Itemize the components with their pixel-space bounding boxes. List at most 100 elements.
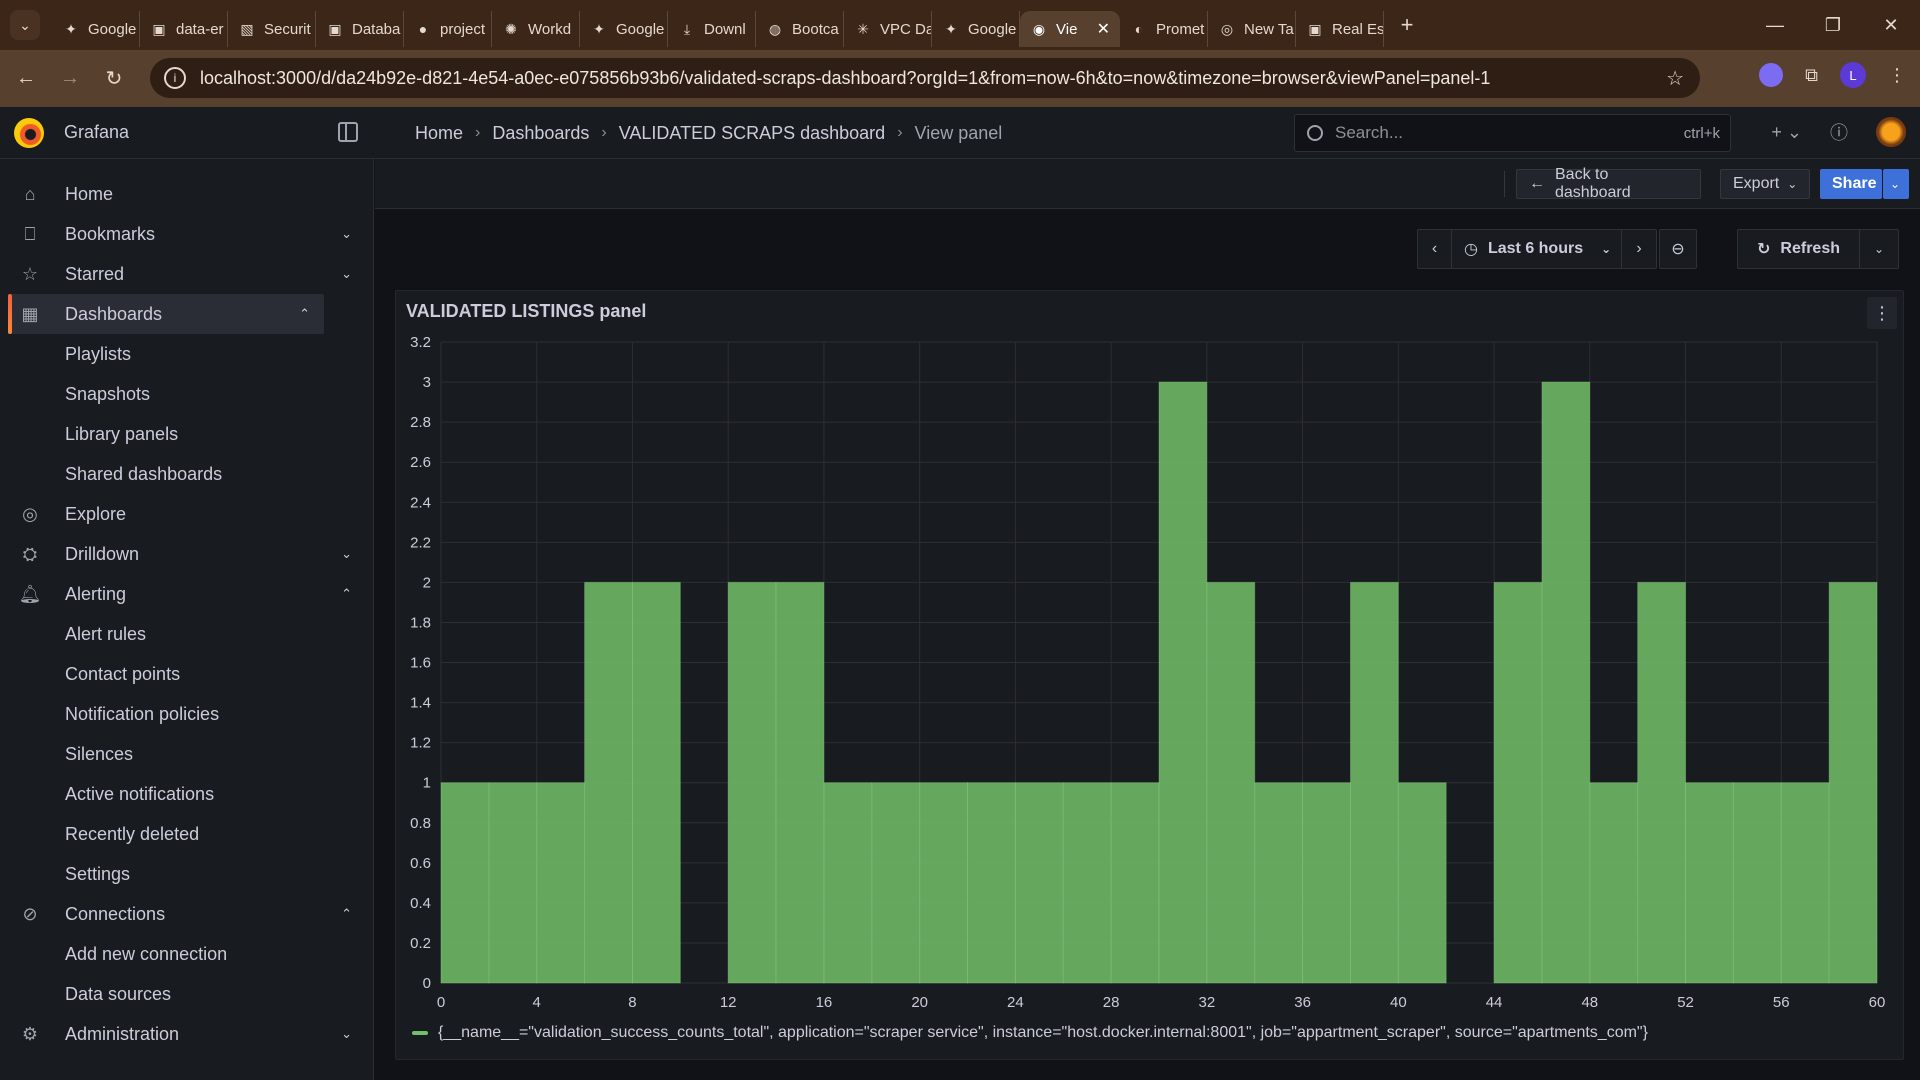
sidebar-item-playlists[interactable]: Playlists	[0, 334, 374, 374]
sidebar-item-alert-rules[interactable]: Alert rules	[0, 614, 374, 654]
browser-tab[interactable]: ◐ Promet	[1120, 11, 1208, 47]
close-window-icon[interactable]: ✕	[1883, 14, 1899, 35]
chevron-down-icon[interactable]: ⌄	[341, 1026, 352, 1041]
add-icon[interactable]: + ⌄	[1771, 121, 1802, 142]
bookmark-star-icon[interactable]: ☆	[1666, 68, 1684, 90]
reload-icon[interactable]: ↻	[105, 68, 123, 90]
restore-icon[interactable]: ❐	[1824, 14, 1842, 35]
y-tick-label: 0	[423, 975, 431, 992]
new-tab-button[interactable]: +	[1400, 12, 1414, 37]
histogram-bar	[727, 581, 777, 984]
sidebar-item-snapshots[interactable]: Snapshots	[0, 374, 374, 414]
back-to-dashboard-label: Back to dashboard	[1555, 166, 1631, 201]
kebab-menu-icon[interactable]: ⋮	[1888, 64, 1906, 85]
sidebar-item-explore[interactable]: ◎ Explore	[0, 494, 374, 534]
browser-tab[interactable]: ▣ Databa	[316, 11, 404, 47]
breadcrumb-home[interactable]: Home	[415, 122, 464, 143]
sidebar-item-label: Alert rules	[65, 623, 147, 644]
browser-tab-label: Google	[968, 20, 1017, 38]
sidebar-item-starred[interactable]: ☆ Starred ⌄	[0, 254, 374, 294]
breadcrumb-dashboards[interactable]: Dashboards	[492, 122, 590, 143]
x-tick-label: 40	[1390, 994, 1407, 1011]
zoom-out-button[interactable]: ⊖	[1659, 229, 1697, 269]
x-tick-label: 20	[911, 994, 928, 1011]
browser-tab[interactable]: ◍ Bootca	[756, 11, 844, 47]
time-range-button[interactable]: ◷ Last 6 hours ⌄	[1452, 230, 1622, 268]
chevron-down-icon[interactable]: ⌄	[341, 226, 352, 241]
refresh-button[interactable]: ↻ Refresh	[1738, 230, 1860, 268]
sidebar-item-data-sources[interactable]: Data sources	[0, 974, 374, 1014]
y-tick-label: 2.6	[410, 454, 431, 471]
sidebar-item-alerting[interactable]: 🔔︎ Alerting ⌃	[0, 574, 374, 614]
sidebar-item-contact-points[interactable]: Contact points	[0, 654, 374, 694]
browser-tab[interactable]: ▣ data-er	[140, 11, 228, 47]
search-input[interactable]: Search... ctrl+k	[1294, 114, 1731, 152]
time-back-button[interactable]: ‹	[1418, 230, 1452, 268]
sidebar-item-notification-policies[interactable]: Notification policies	[0, 694, 374, 734]
sidebar-item-add-new-connection[interactable]: Add new connection	[0, 934, 374, 974]
grafana-logo-icon[interactable]	[14, 117, 44, 148]
browser-tab[interactable]: ● project	[404, 11, 492, 47]
export-button[interactable]: Export ⌄	[1720, 169, 1810, 199]
sidebar-item-shared-dashboards[interactable]: Shared dashboards	[0, 454, 374, 494]
clock-icon: ◷	[1464, 241, 1478, 258]
tab-search-button[interactable]: ⌄	[10, 10, 40, 40]
sidebar-item-administration[interactable]: ⚙ Administration ⌄	[0, 1014, 374, 1054]
sidebar-item-active-notifications[interactable]: Active notifications	[0, 774, 374, 814]
browser-tab[interactable]: ▧ Securit	[228, 11, 316, 47]
x-tick-label: 52	[1677, 994, 1694, 1011]
browser-tab[interactable]: ◉ Vie ✕	[1020, 11, 1120, 47]
y-tick-label: 3.2	[410, 334, 431, 351]
time-forward-button[interactable]: ›	[1622, 230, 1656, 268]
sidebar-item-connections[interactable]: ⊘ Connections ⌃	[0, 894, 374, 934]
chevron-up-icon[interactable]: ⌃	[341, 906, 352, 921]
chevron-down-icon: ⌄	[1601, 242, 1612, 256]
browser-tab[interactable]: ▣ Real Es	[1296, 11, 1384, 47]
url-text[interactable]: localhost:3000/d/da24b92e-d821-4e54-a0ec…	[200, 67, 1491, 88]
browser-tab[interactable]: ✦ Google	[580, 11, 668, 47]
share-dropdown-button[interactable]: ⌄	[1883, 169, 1909, 199]
forward-arrow-icon[interactable]: →	[60, 67, 80, 89]
sidebar-item-recently-deleted[interactable]: Recently deleted	[0, 814, 374, 854]
chevron-up-icon[interactable]: ⌃	[341, 586, 352, 601]
address-bar[interactable]: i localhost:3000/d/da24b92e-d821-4e54-a0…	[150, 58, 1700, 98]
refresh-interval-button[interactable]: ⌄	[1860, 230, 1898, 268]
breadcrumb-dashboard[interactable]: VALIDATED SCRAPS dashboard	[618, 122, 886, 143]
sidebar-item-bookmarks[interactable]: ⎕ Bookmarks ⌄	[0, 214, 374, 254]
sidebar-item-library-panels[interactable]: Library panels	[0, 414, 374, 454]
back-arrow-icon[interactable]: ←	[16, 67, 36, 89]
panel-menu-icon[interactable]: ⋮	[1867, 297, 1897, 329]
browser-tab[interactable]: ✦ Google	[932, 11, 1020, 47]
sidebar-item-drilldown[interactable]: ⛭ Drilldown ⌄	[0, 534, 374, 574]
profile-avatar[interactable]: L	[1840, 62, 1866, 88]
histogram-bar	[1828, 581, 1878, 984]
sidebar-item-home[interactable]: ⌂ Home	[0, 174, 374, 214]
gear-icon: ⚙	[21, 1023, 39, 1044]
close-tab-icon[interactable]: ✕	[1096, 21, 1110, 38]
browser-tab[interactable]: ⤓ Downl	[668, 11, 756, 47]
browser-tab[interactable]: ◎ New Ta	[1208, 11, 1296, 47]
back-to-dashboard-button[interactable]: ← Back to dashboard	[1516, 166, 1701, 201]
share-button[interactable]: Share	[1820, 169, 1882, 199]
sidebar-item-dashboards[interactable]: ▦ Dashboards ⌃	[8, 294, 324, 334]
chevron-down-icon[interactable]: ⌄	[341, 266, 352, 281]
extension-icon[interactable]	[1759, 63, 1784, 87]
browser-tab[interactable]: ✦ Google	[52, 11, 140, 47]
chart-legend[interactable]: {__name__="validation_success_counts_tot…	[412, 1024, 1648, 1042]
sidebar-item-silences[interactable]: Silences	[0, 734, 374, 774]
chevron-up-icon[interactable]: ⌃	[299, 306, 310, 321]
site-info-icon[interactable]: i	[164, 67, 186, 89]
histogram-bar	[536, 782, 586, 984]
avatar[interactable]	[1876, 117, 1906, 147]
puzzle-icon[interactable]: ⧉	[1805, 64, 1818, 85]
browser-tab[interactable]: ✳ VPC Da	[844, 11, 932, 47]
sidebar-item-settings[interactable]: Settings	[0, 854, 374, 894]
sidebar-item-label: Settings	[65, 863, 131, 884]
help-icon[interactable]: ⓘ	[1830, 123, 1848, 143]
chevron-down-icon[interactable]: ⌄	[341, 546, 352, 561]
histogram-chart[interactable]: 0 0.2 0.4 0.6 0.8 1 1.2 1.4 1.6 1.8 2 2.2 2.4 2.6 2.8 3…	[396, 331, 1905, 1021]
browser-tab[interactable]: ✺ Workd	[492, 11, 580, 47]
minimize-icon[interactable]: —	[1766, 14, 1784, 35]
dock-menu-icon[interactable]	[338, 122, 358, 142]
bell-icon: 🔔︎	[18, 583, 42, 604]
